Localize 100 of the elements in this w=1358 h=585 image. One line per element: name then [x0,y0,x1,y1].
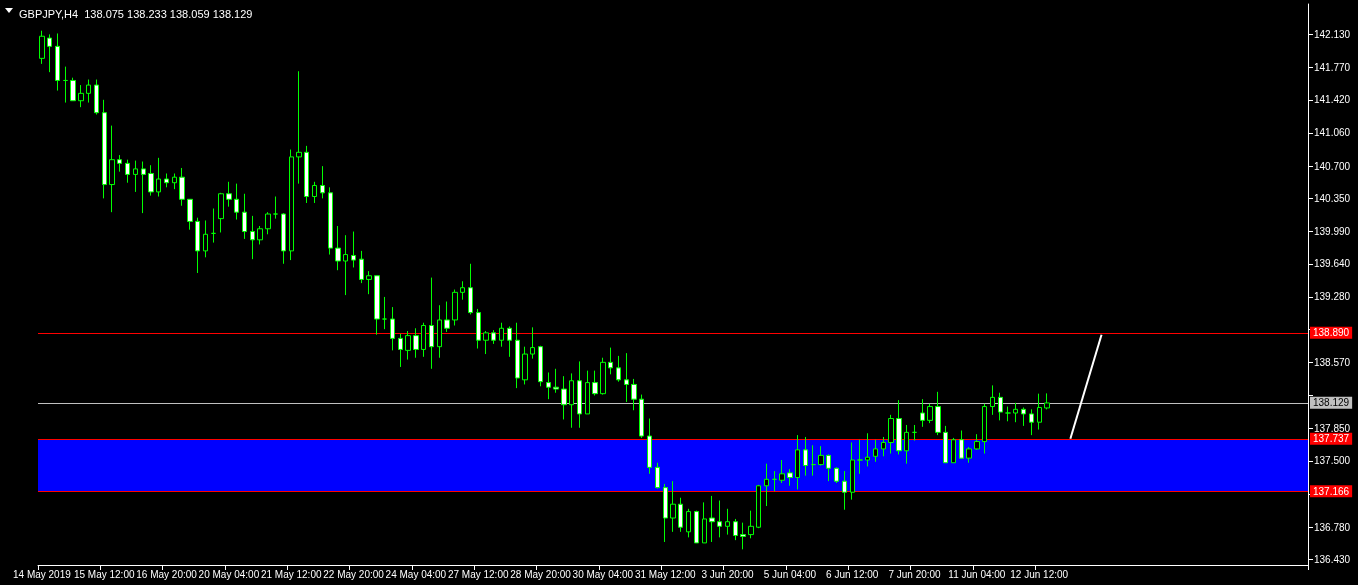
candlestick [966,446,972,464]
candlestick [678,497,683,533]
candlestick [156,157,161,198]
candlestick [55,32,60,92]
candlestick [226,181,232,208]
candlestick [265,211,271,235]
candlestick [857,439,863,475]
candlestick [608,347,613,375]
candlestick [1029,408,1034,436]
candlestick [553,368,559,394]
candlestick [281,212,286,265]
candlestick [312,181,317,204]
candlestick [546,371,551,400]
x-tick-label: 16 May 20:00 [136,568,198,580]
candlestick [725,508,730,536]
candlestick [764,463,769,507]
candlestick [982,403,987,455]
candlestick [733,518,738,541]
candlestick [421,322,426,358]
candlestick [429,277,434,370]
x-tick-label: 12 Jun 12:00 [1010,568,1069,580]
candlestick [39,30,45,65]
candlestick [242,193,247,240]
candlestick [639,394,644,439]
candlestick [600,357,606,396]
candlestick [141,161,146,214]
candlestick [990,384,995,416]
candlestick [873,439,878,463]
candlestick [398,333,403,368]
x-tick-label: 24 May 04:00 [385,568,447,580]
candlestick [296,70,302,185]
candlestick [943,425,948,464]
candlestick [125,159,130,184]
candlestick [577,360,582,429]
x-tick-label: 7 Jun 20:00 [888,568,942,580]
candlestick [959,430,964,459]
candlestick [1013,402,1018,423]
candlestick [382,296,387,330]
x-tick-label: 11 Jun 04:00 [948,568,1006,580]
candlestick [655,462,660,490]
y-tick-label: 141.770 [1314,62,1351,74]
candlestick [569,372,574,429]
candlestick [102,99,107,199]
candlestick [818,445,824,467]
candlestick [351,231,356,268]
y-tick-label: 137.500 [1314,455,1351,467]
candlestick [998,392,1003,421]
x-tick-label: 21 May 12:00 [260,568,322,580]
candlestick [772,470,777,492]
candlestick [250,215,255,260]
candlestick [842,470,847,511]
candlestick [811,444,816,477]
candlestick [234,183,239,221]
candlestick [109,125,115,213]
candlestick [624,352,629,403]
chart-title: GBPJPY,H4 138.075 138.233 138.059 138.129 [19,7,253,20]
candlestick [935,391,941,436]
candlestick [515,322,520,389]
candlestick [951,437,956,464]
candlestick [647,418,652,475]
candlestick [538,345,543,387]
y-tick-label: 136.430 [1314,553,1351,565]
candlestick [78,84,84,108]
y-tick-label: 137.850 [1314,423,1351,435]
candlestick [164,173,169,188]
ref-line-label: 137.166 [1313,485,1350,497]
ref-line-label: 138.129 [1313,397,1350,409]
candlestick [748,510,754,539]
y-tick-label: 139.990 [1314,226,1351,238]
candlestick [63,66,68,104]
candlestick [476,308,481,350]
candlestick [172,173,177,190]
x-tick-label: 6 Jun 12:00 [826,568,879,580]
candlestick [328,186,333,256]
x-tick-label: 28 May 20:00 [510,568,572,580]
candlestick [616,355,621,383]
candlestick [803,436,808,477]
candlestick [437,304,442,359]
candlestick [904,424,909,465]
x-tick-label: 20 May 04:00 [198,568,260,580]
candlestick [702,501,707,544]
x-tick-label: 15 May 12:00 [73,568,135,580]
candlestick [499,322,504,348]
candlestick [452,289,458,326]
candlestick [483,330,489,355]
y-tick-label: 141.420 [1314,94,1351,106]
y-tick-label: 139.640 [1314,258,1351,270]
candlestick [304,145,309,204]
candlestick [834,466,839,484]
candlestick [211,208,216,244]
candlestick [47,33,52,73]
candlestick [1044,392,1050,410]
candlestick [795,434,800,490]
candlestick [203,219,208,258]
candlestick [257,225,263,245]
candlestick [850,441,855,501]
y-tick-label: 140.700 [1314,160,1351,172]
x-tick-label: 31 May 12:00 [634,568,696,580]
candlestick [787,468,793,487]
candlestick [413,327,419,359]
